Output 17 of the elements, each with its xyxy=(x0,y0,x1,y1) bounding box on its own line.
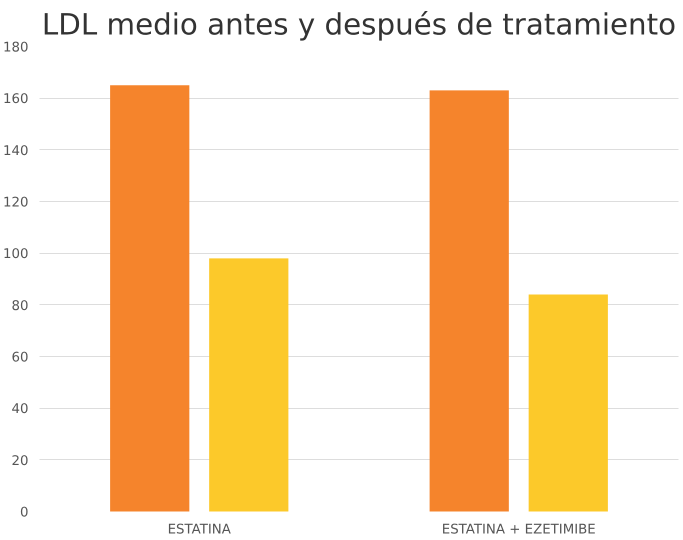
x-tick-label: ESTATINA xyxy=(168,522,231,538)
y-tick-label: 80 xyxy=(12,298,29,314)
bar xyxy=(209,258,288,512)
bar xyxy=(430,90,509,512)
y-tick-label: 140 xyxy=(3,144,29,159)
y-tick-label: 160 xyxy=(3,92,29,108)
y-tick-label: 60 xyxy=(12,350,29,366)
y-tick-label: 120 xyxy=(3,196,29,210)
bar xyxy=(110,85,190,512)
y-tick-label: 0 xyxy=(20,506,29,520)
y-tick-label: 20 xyxy=(12,454,29,469)
y-tick-label: 180 xyxy=(3,40,29,56)
bar xyxy=(528,294,608,512)
y-tick-label: 100 xyxy=(3,247,29,262)
x-tick-label: ESTATINA + EZETIMIBE xyxy=(442,522,596,538)
y-tick-label: 40 xyxy=(12,402,29,418)
chart-title: LDL medio antes y después de tratamiento xyxy=(42,8,676,42)
